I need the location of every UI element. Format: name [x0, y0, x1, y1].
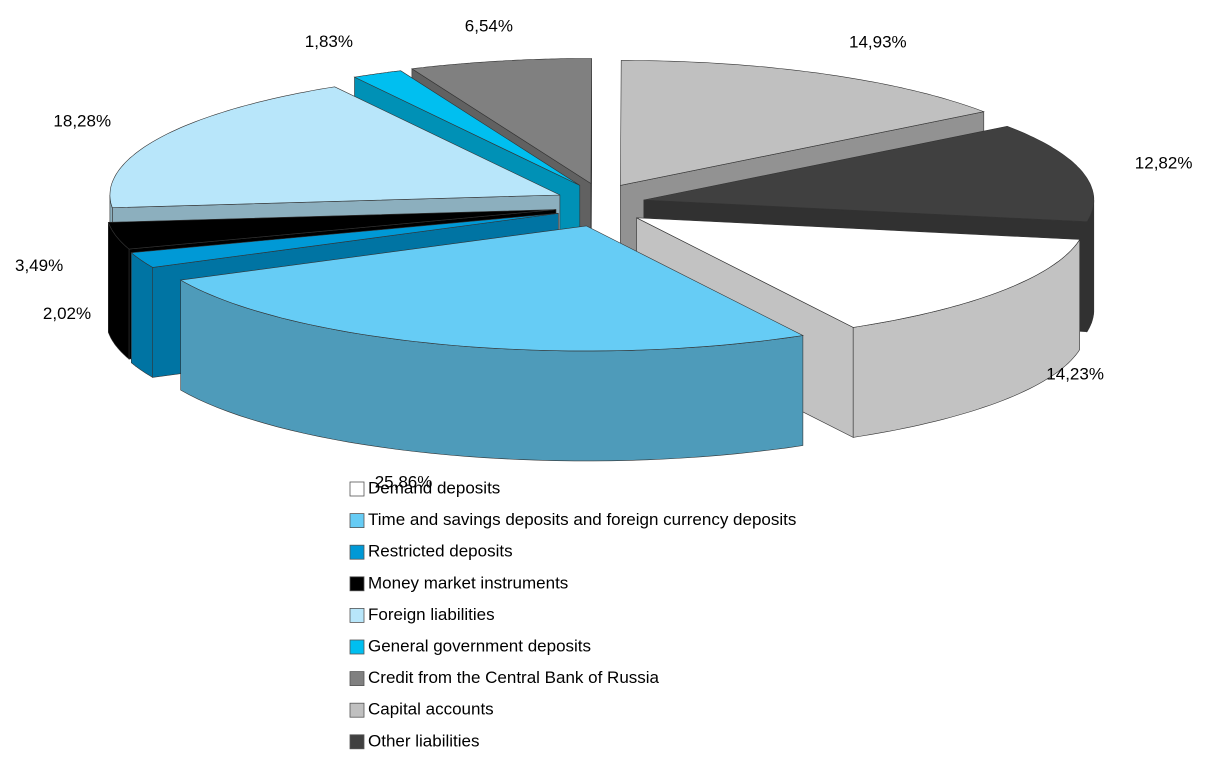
legend-swatch — [349, 639, 365, 655]
slice-top — [130, 213, 559, 268]
data-label: 1,83% — [305, 32, 353, 51]
legend-label: General government deposits — [368, 636, 591, 655]
slice-wall — [131, 252, 153, 378]
legend-swatch — [349, 734, 365, 750]
legend-swatch — [349, 671, 365, 686]
legend-swatch — [349, 608, 365, 623]
slice-top — [353, 70, 580, 186]
slice-top — [620, 60, 985, 186]
slice-top — [107, 209, 557, 250]
legend-label: Time and savings deposits and foreign cu… — [368, 510, 796, 529]
slice-top — [643, 125, 1095, 223]
legend-swatch — [349, 513, 365, 528]
legend-swatch — [349, 544, 365, 560]
slice-top — [109, 86, 561, 209]
data-label: 25,86% — [375, 473, 433, 492]
slice-top — [636, 217, 1081, 328]
slice-top — [411, 58, 593, 185]
legend-swatch — [349, 576, 365, 592]
legend-label: Money market instruments — [368, 573, 568, 592]
data-label: 3,49% — [15, 256, 63, 275]
data-label: 12,82% — [1135, 153, 1193, 172]
legend-label: Other liabilities — [368, 731, 480, 750]
legend-swatch — [349, 481, 365, 497]
slice — [179, 225, 804, 462]
legend-label: Credit from the Central Bank of Russia — [368, 668, 660, 687]
slice-top — [179, 225, 804, 352]
legend-label: Capital accounts — [368, 700, 494, 719]
data-label: 14,23% — [1046, 364, 1104, 383]
legend-label: Foreign liabilities — [368, 605, 495, 624]
data-label: 14,93% — [849, 32, 907, 51]
legend-label: Demand deposits — [368, 478, 500, 497]
data-label: 2,02% — [43, 304, 91, 323]
legend-label: Restricted deposits — [368, 542, 513, 561]
data-label: 6,54% — [465, 16, 513, 35]
legend-swatch — [349, 702, 365, 718]
data-label: 18,28% — [53, 112, 111, 131]
